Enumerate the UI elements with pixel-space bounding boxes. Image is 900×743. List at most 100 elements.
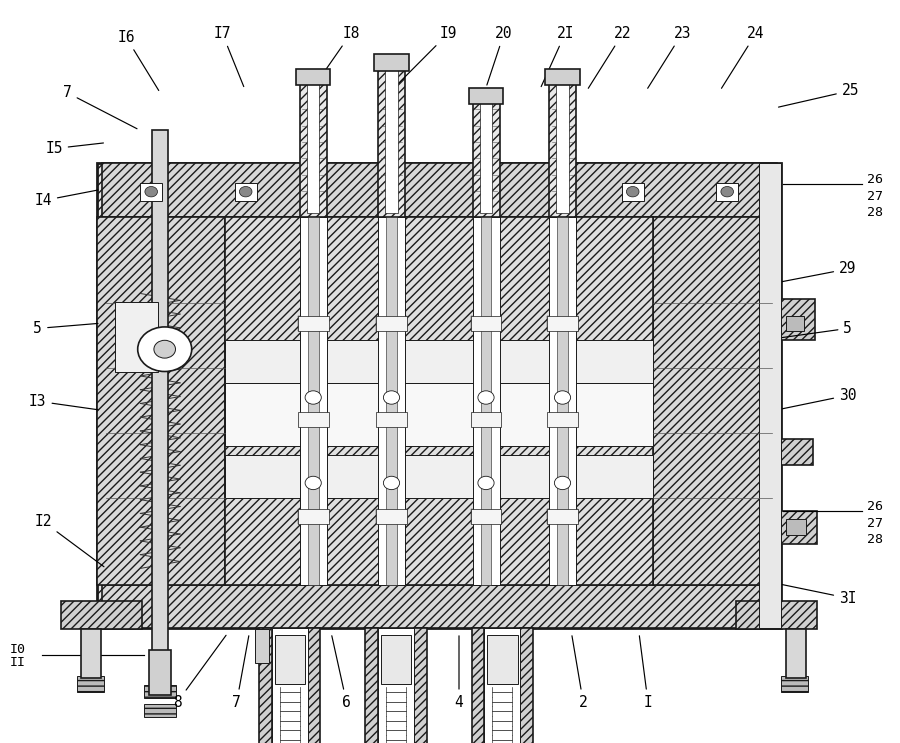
Text: 8: 8 [85, 656, 92, 669]
Bar [274, 635, 282, 684]
Bar [97, 217, 225, 585]
Text: I9: I9 [396, 26, 457, 85]
Bar [487, 635, 518, 684]
Bar [81, 629, 101, 678]
Text: 7: 7 [232, 636, 248, 710]
Bar [404, 635, 411, 684]
Bar [716, 183, 738, 201]
Circle shape [305, 391, 321, 404]
Text: 4: 4 [454, 636, 464, 710]
Bar [759, 163, 769, 628]
Bar [520, 628, 533, 743]
Bar [298, 509, 328, 524]
Bar [298, 635, 305, 684]
Bar [115, 302, 126, 372]
Bar [471, 412, 501, 427]
Bar [547, 509, 578, 524]
Bar [480, 94, 492, 213]
Bar [225, 340, 248, 383]
Bar [549, 72, 576, 217]
Bar [225, 217, 653, 585]
Text: I: I [639, 636, 652, 710]
Bar [144, 685, 176, 698]
Bar [298, 509, 303, 524]
Circle shape [554, 391, 571, 404]
Bar [401, 316, 407, 331]
Text: I8: I8 [315, 26, 360, 85]
Text: 3: 3 [503, 636, 519, 710]
Text: 29: 29 [781, 262, 857, 282]
Bar [365, 628, 378, 743]
Bar [469, 88, 503, 104]
Text: 28: 28 [867, 533, 883, 546]
Text: 7: 7 [63, 85, 137, 129]
Text: I7: I7 [213, 26, 244, 87]
Bar [274, 635, 305, 684]
Text: I2: I2 [34, 514, 104, 567]
Text: 30: 30 [778, 388, 857, 409]
Bar [255, 629, 269, 663]
Bar [781, 439, 813, 465]
Bar [298, 316, 328, 331]
Bar [376, 509, 382, 524]
Text: 25: 25 [778, 83, 860, 107]
Text: II: II [10, 656, 26, 669]
Bar [401, 412, 407, 427]
Bar [557, 217, 568, 585]
Bar [786, 316, 804, 331]
Bar [102, 585, 777, 628]
Circle shape [478, 476, 494, 490]
Bar [144, 704, 176, 717]
Bar [259, 628, 272, 743]
Bar [549, 217, 576, 585]
Bar [496, 412, 501, 427]
Text: 24: 24 [722, 26, 765, 88]
Bar [547, 509, 553, 524]
Bar [471, 509, 476, 524]
Bar [323, 316, 328, 331]
Bar [235, 183, 256, 201]
Bar [487, 635, 494, 684]
Text: 20: 20 [487, 26, 513, 85]
Circle shape [383, 476, 400, 490]
Bar [378, 57, 405, 217]
Bar [307, 76, 320, 213]
Bar [547, 316, 553, 331]
Bar [115, 302, 158, 372]
Bar [376, 412, 407, 427]
Bar [510, 635, 518, 684]
Text: 26: 26 [867, 173, 883, 186]
Bar [300, 217, 327, 585]
Bar [374, 54, 409, 71]
Bar [97, 163, 781, 628]
Bar [472, 217, 500, 585]
Bar [376, 316, 382, 331]
Bar [472, 91, 500, 217]
Bar [386, 217, 397, 585]
Bar [323, 509, 328, 524]
Text: 27: 27 [867, 516, 883, 530]
Text: 8: 8 [173, 635, 226, 710]
Bar [102, 163, 777, 217]
Text: I3: I3 [29, 394, 98, 409]
Bar [547, 412, 578, 427]
Bar [308, 628, 320, 743]
Bar [622, 183, 644, 201]
Circle shape [383, 391, 400, 404]
Bar [225, 455, 248, 498]
Bar [378, 628, 414, 743]
Circle shape [721, 186, 734, 197]
Circle shape [554, 476, 571, 490]
Bar [572, 412, 578, 427]
Bar [376, 412, 382, 427]
Bar [631, 455, 653, 498]
Bar [225, 340, 653, 383]
Bar [308, 217, 319, 585]
Bar [414, 628, 427, 743]
Bar [496, 316, 501, 331]
Text: 6: 6 [332, 636, 351, 710]
Bar [471, 316, 501, 331]
Bar [272, 628, 308, 743]
Text: 26: 26 [867, 500, 883, 513]
Bar [547, 316, 578, 331]
